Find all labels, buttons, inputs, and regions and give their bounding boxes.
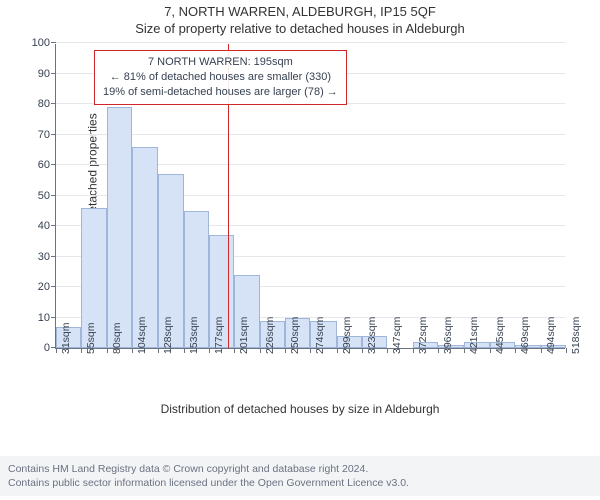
chart-container: 7, NORTH WARREN, ALDEBURGH, IP15 5QF Siz… xyxy=(0,0,600,430)
y-tick-label: 100 xyxy=(32,37,50,49)
y-tick-label: 10 xyxy=(38,312,50,324)
footer-attribution: Contains HM Land Registry data © Crown c… xyxy=(0,456,600,496)
y-tick-label: 50 xyxy=(38,190,50,202)
x-tick-label: 518sqm xyxy=(570,317,582,354)
x-axis-title: Distribution of detached houses by size … xyxy=(0,402,600,416)
plot-area: Number of detached properties 0102030405… xyxy=(55,44,565,349)
y-tick-label: 70 xyxy=(38,129,50,141)
property-callout: 7 NORTH WARREN: 195sqm← 81% of detached … xyxy=(94,50,347,105)
x-tick-label: 177sqm xyxy=(213,317,225,354)
histogram-bar xyxy=(107,107,132,348)
x-tick-label: 153sqm xyxy=(188,317,200,354)
callout-line: ← 81% of detached houses are smaller (33… xyxy=(103,70,338,85)
callout-line: 19% of semi-detached houses are larger (… xyxy=(103,85,338,100)
x-tick-label: 201sqm xyxy=(238,317,250,354)
y-tick-label: 80 xyxy=(38,98,50,110)
x-tick-label: 347sqm xyxy=(391,317,403,354)
x-tick-label: 421sqm xyxy=(468,317,480,354)
y-tick-label: 0 xyxy=(44,342,50,354)
y-tick-label: 30 xyxy=(38,251,50,263)
x-tick-label: 250sqm xyxy=(289,317,301,354)
x-tick-label: 31sqm xyxy=(60,322,72,354)
x-tick-label: 80sqm xyxy=(111,322,123,354)
x-tick-label: 396sqm xyxy=(442,317,454,354)
x-tick-label: 323sqm xyxy=(366,317,378,354)
x-tick-label: 372sqm xyxy=(417,317,429,354)
x-tick-label: 104sqm xyxy=(136,317,148,354)
x-tick-label: 445sqm xyxy=(494,317,506,354)
chart-subtitle: Size of property relative to detached ho… xyxy=(0,21,600,36)
y-tick-label: 40 xyxy=(38,220,50,232)
address-title: 7, NORTH WARREN, ALDEBURGH, IP15 5QF xyxy=(0,4,600,19)
x-tick-label: 274sqm xyxy=(314,317,326,354)
x-tick-label: 128sqm xyxy=(162,317,174,354)
footer-line-2: Contains public sector information licen… xyxy=(8,476,592,490)
x-tick-label: 299sqm xyxy=(341,317,353,354)
callout-line: 7 NORTH WARREN: 195sqm xyxy=(103,55,338,70)
x-tick-label: 494sqm xyxy=(545,317,557,354)
x-tick-label: 226sqm xyxy=(264,317,276,354)
y-tick-label: 20 xyxy=(38,281,50,293)
footer-line-1: Contains HM Land Registry data © Crown c… xyxy=(8,462,592,476)
x-tick-label: 55sqm xyxy=(85,322,97,354)
y-tick-label: 90 xyxy=(38,68,50,80)
x-tick-label: 469sqm xyxy=(519,317,531,354)
y-tick-label: 60 xyxy=(38,159,50,171)
